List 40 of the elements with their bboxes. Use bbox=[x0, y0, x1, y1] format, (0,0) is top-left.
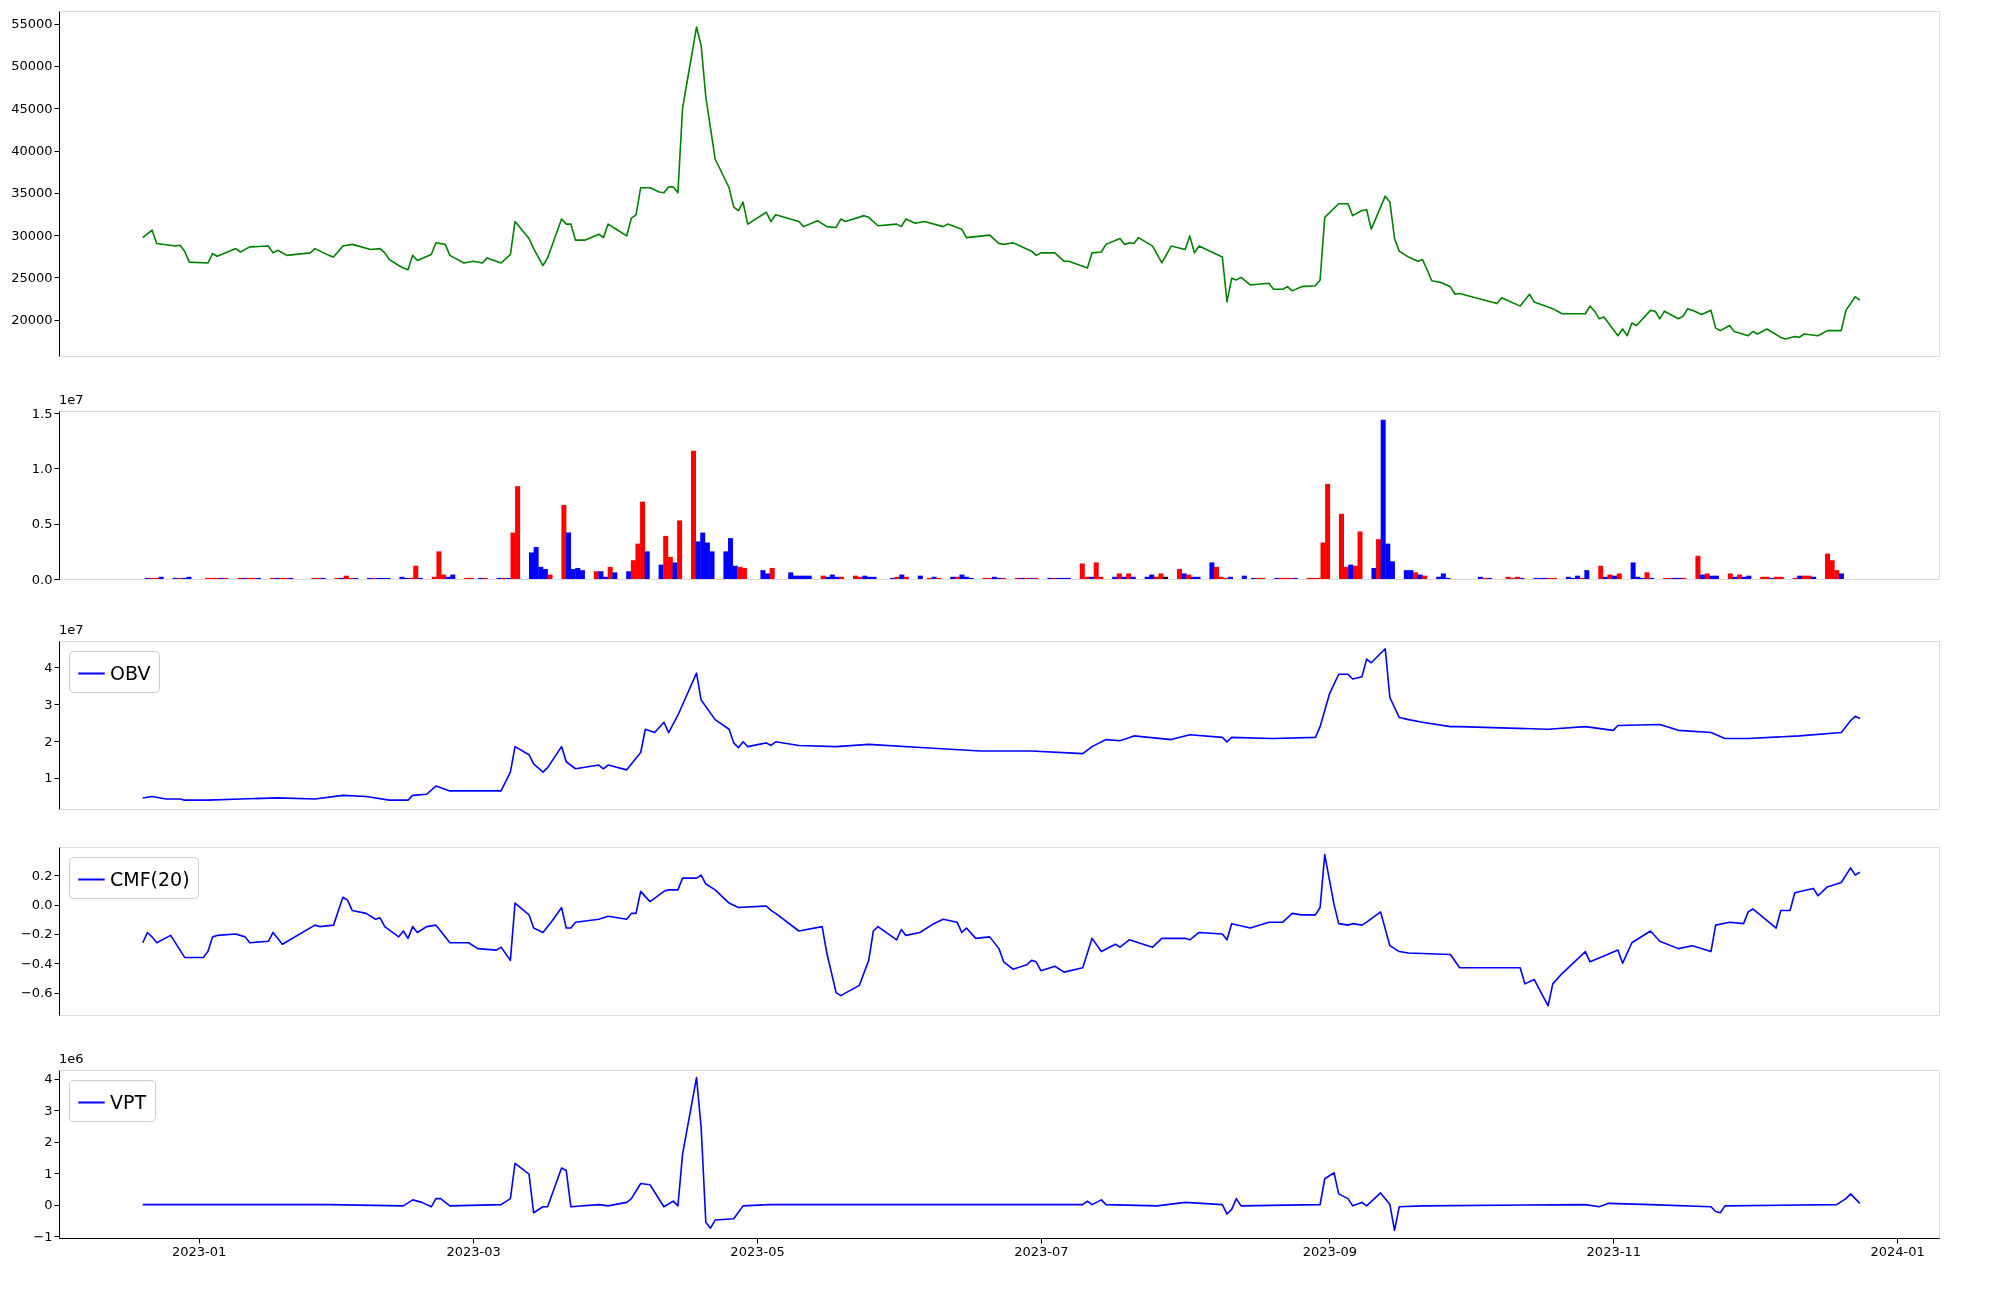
y-tick-label: 25000 bbox=[11, 269, 53, 285]
text: 1e7 bbox=[59, 622, 84, 637]
y-tick-label: 55000 bbox=[11, 16, 53, 32]
y-tick-label: 2 bbox=[44, 733, 53, 749]
y-tick-label: 30000 bbox=[11, 227, 53, 243]
legend-label: CMF(20) bbox=[110, 867, 190, 890]
x-tick-label: 2023-03 bbox=[446, 1243, 501, 1259]
y-tick-label: 0.2 bbox=[31, 867, 53, 883]
y-tick-label: −0.6 bbox=[20, 985, 53, 1001]
x-tick-label: 2024-01 bbox=[1870, 1243, 1925, 1259]
y-tick-label: 4 bbox=[44, 659, 53, 675]
y-tick-label: 20000 bbox=[11, 312, 53, 328]
y-tick-label: 1 bbox=[44, 770, 53, 786]
y-tick-label: 4 bbox=[44, 1071, 53, 1087]
x-tick-label: 2023-11 bbox=[1586, 1243, 1641, 1259]
y-tick-label: 2 bbox=[44, 1134, 53, 1150]
y-tick-label: 1.0 bbox=[31, 460, 53, 476]
y-tick-label: −1 bbox=[33, 1228, 53, 1244]
y-tick-label: 0.5 bbox=[31, 516, 53, 532]
y-tick-label: 0 bbox=[44, 1197, 53, 1213]
text: 1e7 bbox=[59, 392, 84, 407]
y-tick-label: 50000 bbox=[11, 58, 53, 74]
x-tick-label: 2023-01 bbox=[171, 1243, 227, 1259]
y-tick-label: 45000 bbox=[11, 100, 53, 116]
x-tick-label: 2023-09 bbox=[1302, 1243, 1358, 1259]
y-tick-label: 1 bbox=[44, 1165, 53, 1181]
y-tick-label: 3 bbox=[44, 696, 53, 712]
y-tick-label: 0.0 bbox=[31, 897, 53, 913]
legend-label: VPT bbox=[110, 1090, 147, 1113]
text: 1e6 bbox=[59, 1051, 84, 1066]
y-tick-label: 3 bbox=[44, 1102, 53, 1118]
y-tick-label: 1.5 bbox=[31, 405, 53, 421]
y-tick-label: 40000 bbox=[11, 143, 53, 159]
y-tick-label: −0.4 bbox=[20, 955, 53, 971]
legend-label: OBV bbox=[110, 661, 151, 684]
x-tick-label: 2023-07 bbox=[1014, 1243, 1069, 1259]
y-tick-label: −0.2 bbox=[20, 926, 53, 942]
x-tick-label: 2023-05 bbox=[730, 1243, 785, 1259]
y-tick-label: 0.0 bbox=[31, 571, 53, 587]
y-tick-label: 35000 bbox=[11, 185, 53, 201]
